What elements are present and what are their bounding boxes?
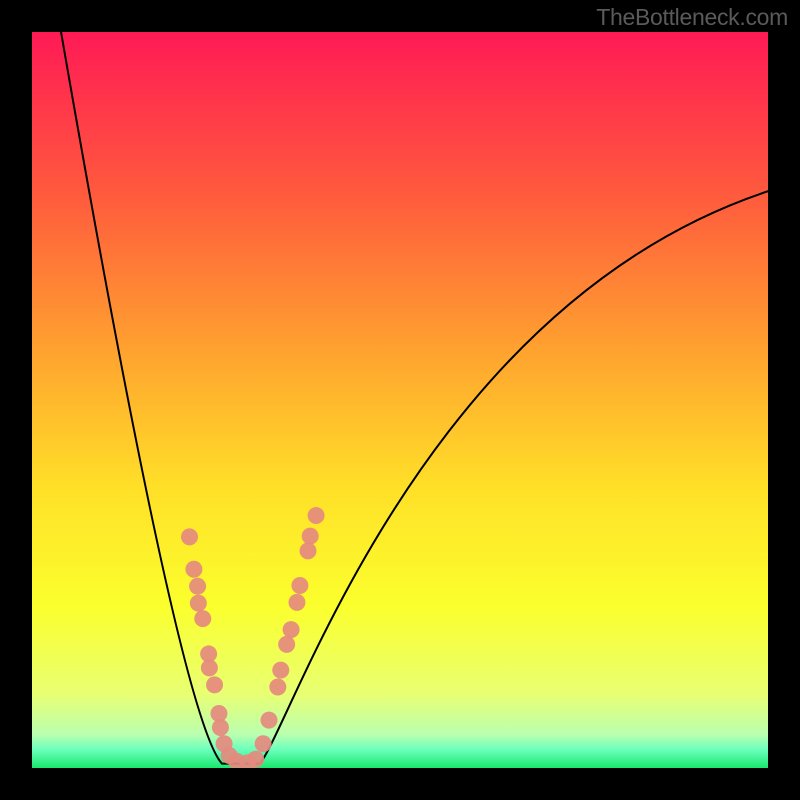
marker-point	[308, 507, 325, 524]
marker-point	[181, 528, 198, 545]
marker-point	[291, 577, 308, 594]
marker-point	[260, 712, 277, 729]
marker-point	[255, 735, 272, 752]
watermark-text: TheBottleneck.com	[596, 4, 788, 31]
marker-point	[206, 676, 223, 693]
marker-point	[288, 594, 305, 611]
marker-point	[185, 561, 202, 578]
marker-point	[272, 662, 289, 679]
marker-point	[194, 610, 211, 627]
marker-point	[278, 636, 295, 653]
marker-point	[300, 542, 317, 559]
marker-point	[269, 679, 286, 696]
figure-canvas: TheBottleneck.com	[0, 0, 800, 800]
marker-point	[247, 751, 264, 768]
marker-point	[302, 528, 319, 545]
marker-point	[212, 719, 229, 736]
marker-point	[190, 595, 207, 612]
gradient-background	[32, 32, 768, 768]
marker-point	[189, 578, 206, 595]
bottleneck-chart	[32, 32, 768, 768]
marker-point	[283, 621, 300, 638]
marker-point	[201, 659, 218, 676]
